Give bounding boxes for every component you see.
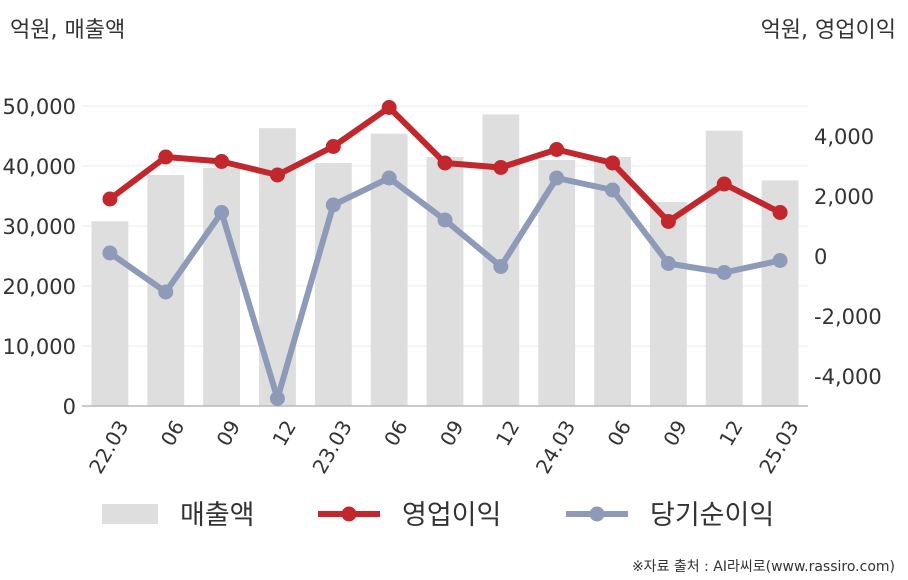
data-point [158, 149, 174, 165]
x-tick-label: 23.03 [307, 416, 356, 478]
data-point [660, 214, 676, 229]
data-point [660, 256, 676, 271]
data-point [269, 391, 285, 406]
legend-marker [341, 506, 357, 522]
x-tick-label: 12 [267, 416, 301, 450]
left-tick-label: 40,000 [3, 155, 76, 179]
data-point [437, 212, 453, 228]
x-tick-label: 06 [156, 416, 190, 450]
data-point [214, 205, 230, 220]
data-point [549, 142, 565, 157]
x-tick-label: 24.03 [531, 416, 580, 478]
legend-marker [589, 506, 605, 522]
left-tick-label: 30,000 [3, 215, 76, 239]
x-tick-label: 22.03 [84, 416, 133, 478]
x-tick-label: 09 [435, 416, 469, 450]
bar [649, 202, 687, 406]
x-tick-label: 06 [379, 416, 413, 450]
legend-item: 매출액 [102, 500, 255, 531]
data-point [549, 170, 565, 186]
data-point [325, 139, 341, 154]
data-point [493, 259, 509, 274]
data-point [158, 284, 174, 300]
legend-item: 당기순이익 [566, 500, 774, 531]
line-series [102, 100, 788, 406]
x-axis-ticks: 22.03 06 09 12 23.03 06 09 12 24.03 06 09 12 25.03 [84, 416, 804, 478]
legend: 매출액 영업이익 당기순이익 [102, 500, 774, 531]
right-tick-label: 4,000 [814, 125, 874, 149]
right-axis-unit-label: 억원, 영업이익 [761, 18, 896, 43]
x-tick-label: 09 [212, 416, 246, 450]
left-tick-label: 0 [63, 395, 76, 419]
data-point [772, 253, 788, 268]
data-point [102, 245, 118, 261]
legend-label: 매출액 [180, 500, 255, 531]
data-point [381, 100, 397, 115]
data-point [269, 167, 285, 183]
x-tick-label: 12 [491, 416, 525, 450]
data-point [716, 265, 732, 280]
x-tick-label: 06 [603, 416, 637, 450]
left-tick-label: 50,000 [3, 95, 76, 119]
data-point [437, 155, 453, 171]
right-tick-label: -4,000 [814, 365, 882, 389]
left-tick-label: 20,000 [3, 275, 76, 299]
x-tick-label: 09 [658, 416, 692, 450]
data-point [716, 176, 732, 192]
data-point [381, 170, 397, 186]
right-tick-label: -2,000 [814, 305, 882, 329]
legend-label: 당기순이익 [650, 500, 774, 531]
source-note: ※자료 출처 : AI라씨로(www.rassiro.com) [632, 559, 895, 575]
left-axis-unit-label: 억원, 매출액 [10, 18, 125, 43]
data-point [493, 160, 509, 175]
right-axis-ticks: -4,000 -2,000 0 2,000 4,000 [814, 125, 882, 389]
right-tick-label: 2,000 [814, 185, 874, 209]
data-point [605, 155, 621, 171]
bar [426, 157, 464, 406]
right-tick-label: 0 [814, 245, 827, 269]
x-tick-label: 25.03 [754, 416, 803, 478]
line-series-operating-profit [102, 100, 788, 229]
data-point [325, 197, 341, 213]
bar [594, 157, 631, 406]
line-series-net-income [102, 170, 788, 406]
data-point [214, 154, 230, 169]
left-axis-ticks: 0 10,000 20,000 30,000 40,000 50,000 [3, 95, 76, 419]
bar-series-revenue [91, 114, 799, 407]
data-point [102, 191, 118, 207]
bar [203, 167, 241, 406]
left-tick-label: 10,000 [3, 335, 76, 359]
legend-item: 영업이익 [318, 500, 501, 531]
data-point [772, 205, 788, 220]
x-tick-label: 12 [714, 416, 748, 450]
legend-swatch [102, 504, 158, 524]
data-point [605, 182, 621, 198]
legend-label: 영업이익 [402, 500, 501, 531]
